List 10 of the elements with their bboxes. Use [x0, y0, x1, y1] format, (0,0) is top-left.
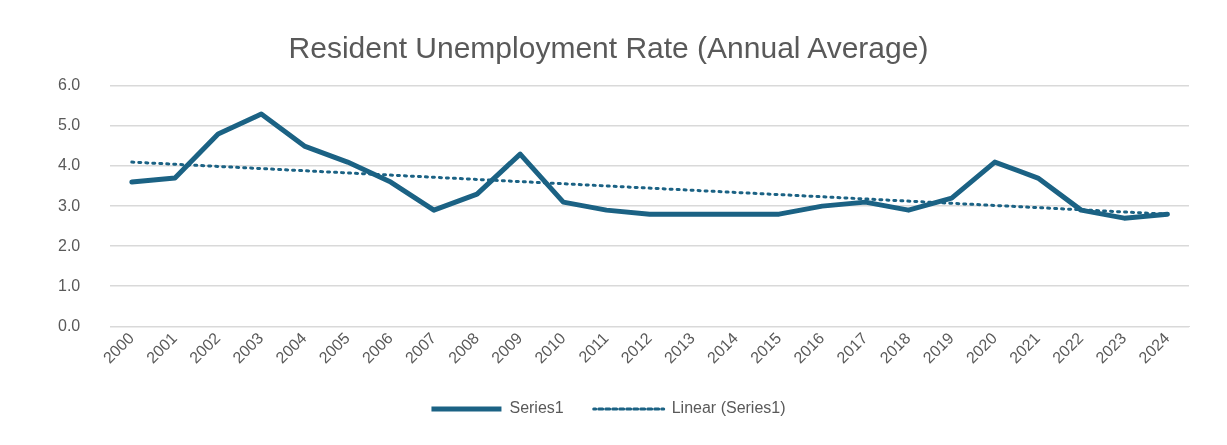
legend-label: Series1: [509, 399, 564, 417]
chart-title: Resident Unemployment Rate (Annual Average): [288, 31, 929, 65]
y-tick-label: 0.0: [57, 316, 81, 334]
y-tick-label: 3.0: [57, 196, 81, 214]
y-tick-label: 6.0: [57, 76, 81, 94]
y-tick-label: 5.0: [57, 116, 81, 134]
legend-label: Linear (Series1): [671, 399, 786, 417]
y-tick-label: 2.0: [57, 236, 81, 254]
y-tick-label: 4.0: [57, 156, 81, 174]
y-tick-label: 1.0: [57, 276, 81, 294]
